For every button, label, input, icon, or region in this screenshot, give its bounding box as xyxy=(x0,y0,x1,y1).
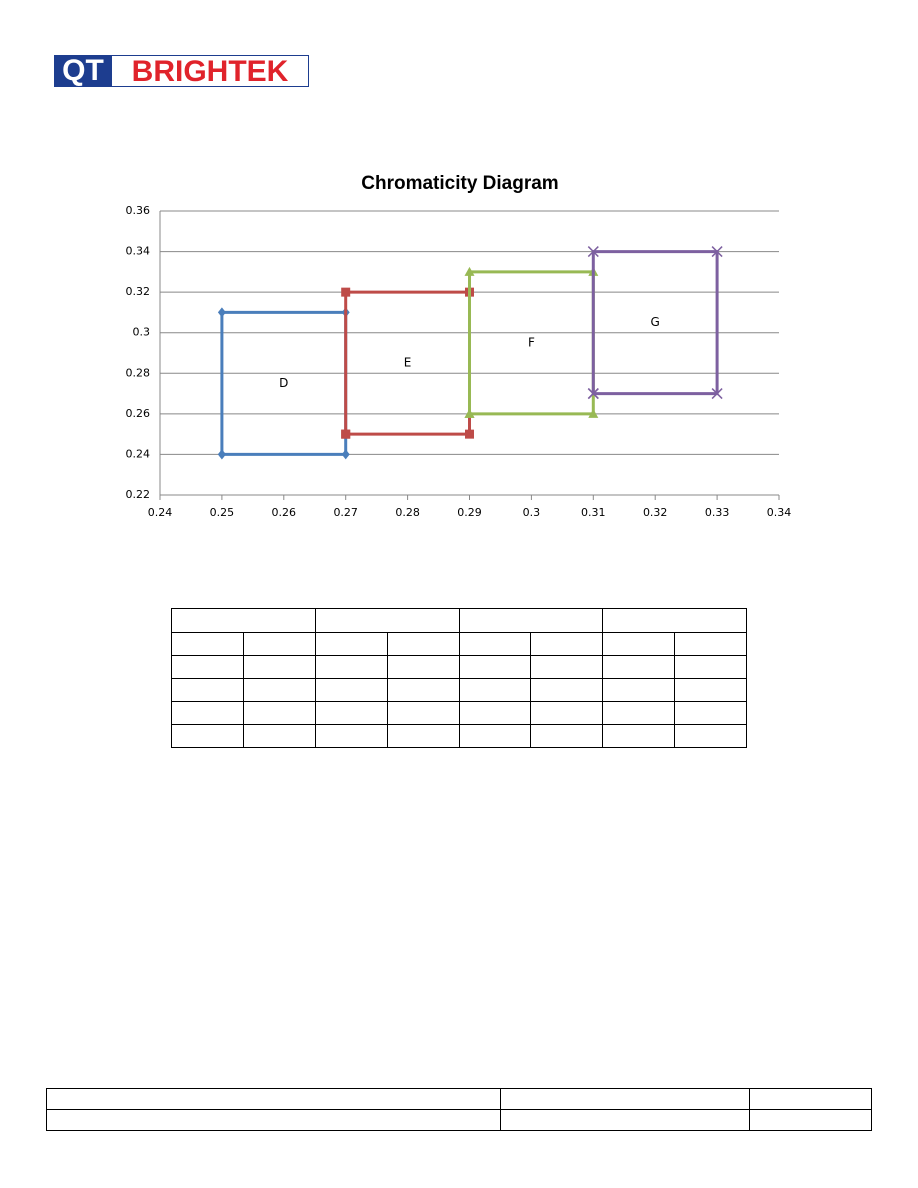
cell xyxy=(458,632,532,656)
y-tick-label: 0.22 xyxy=(126,488,151,501)
marker xyxy=(341,287,351,297)
footer-table xyxy=(46,1088,872,1131)
cell xyxy=(602,608,747,633)
x-tick-label: 0.3 xyxy=(523,506,541,519)
marker xyxy=(587,388,599,400)
y-tick-label: 0.26 xyxy=(126,407,151,420)
cell xyxy=(314,632,388,656)
cell xyxy=(530,655,604,679)
data-table xyxy=(171,608,747,748)
cell xyxy=(530,701,604,725)
marker xyxy=(217,307,226,318)
cell xyxy=(500,1088,750,1110)
marker xyxy=(711,246,723,258)
x-tick-label: 0.25 xyxy=(210,506,235,519)
cell xyxy=(602,701,676,725)
series-label: D xyxy=(279,376,288,390)
cell xyxy=(674,724,747,748)
x-tick-label: 0.26 xyxy=(272,506,297,519)
y-tick-label: 0.34 xyxy=(126,245,151,258)
x-tick-label: 0.34 xyxy=(767,506,792,519)
cell xyxy=(458,701,532,725)
marker xyxy=(464,408,475,418)
chart: Chromaticity Diagram 0.22 0.24 0.26 0.28 0.3… xyxy=(126,173,792,519)
cell xyxy=(314,655,388,679)
series-label: E xyxy=(404,356,412,370)
cell xyxy=(242,632,316,656)
logo-right: BRIGHTEK xyxy=(112,55,309,88)
cell xyxy=(242,724,316,748)
cell xyxy=(171,724,244,748)
cell xyxy=(242,678,316,702)
cell xyxy=(530,678,604,702)
marker xyxy=(341,429,351,439)
y-tick-label: 0.32 xyxy=(126,285,151,298)
x-tick-label: 0.24 xyxy=(148,506,173,519)
cell xyxy=(314,608,460,633)
cell xyxy=(386,632,460,656)
cell xyxy=(749,1109,872,1131)
cell xyxy=(500,1109,750,1131)
cell xyxy=(171,632,244,656)
cell xyxy=(458,655,532,679)
cell xyxy=(674,678,747,702)
cell xyxy=(46,1088,501,1110)
cell xyxy=(314,724,388,748)
cell xyxy=(602,724,676,748)
cell xyxy=(749,1088,872,1110)
cell xyxy=(171,701,244,725)
marker xyxy=(465,429,474,439)
marker xyxy=(341,449,350,460)
cell xyxy=(46,1109,501,1131)
marker xyxy=(588,408,599,418)
marker xyxy=(711,388,723,400)
cell xyxy=(458,678,532,702)
y-tick-label: 0.3 xyxy=(133,326,151,339)
cell xyxy=(171,608,316,633)
cell xyxy=(242,701,316,725)
x-tick-label: 0.33 xyxy=(705,506,730,519)
cell xyxy=(171,655,244,679)
cell xyxy=(386,655,460,679)
cell xyxy=(674,655,747,679)
chart-title: Chromaticity Diagram xyxy=(361,173,558,194)
marker xyxy=(217,449,226,460)
series-label: G xyxy=(651,315,660,329)
cell xyxy=(386,724,460,748)
cell xyxy=(314,678,388,702)
cell xyxy=(458,608,604,633)
cell xyxy=(386,701,460,725)
cell xyxy=(171,678,244,702)
cell xyxy=(602,655,676,679)
logo: QT BRIGHTEK xyxy=(54,55,309,88)
cell xyxy=(530,724,604,748)
x-tick-label: 0.31 xyxy=(581,506,606,519)
cell xyxy=(314,701,388,725)
x-tick-label: 0.27 xyxy=(333,506,358,519)
cell xyxy=(674,701,747,725)
x-tick-label: 0.29 xyxy=(457,506,482,519)
y-tick-label: 0.28 xyxy=(126,366,151,379)
x-tick-label: 0.28 xyxy=(395,506,420,519)
x-tick-label: 0.32 xyxy=(643,506,668,519)
cell xyxy=(602,632,676,656)
y-tick-label: 0.36 xyxy=(126,204,151,217)
marker xyxy=(587,246,599,258)
cell xyxy=(530,632,604,656)
logo-left: QT xyxy=(54,55,112,87)
cell xyxy=(458,724,532,748)
y-tick-label: 0.24 xyxy=(126,447,151,460)
cell xyxy=(242,655,316,679)
marker xyxy=(464,266,475,276)
cell xyxy=(386,678,460,702)
cell xyxy=(602,678,676,702)
series-label: F xyxy=(528,335,535,349)
cell xyxy=(674,632,747,656)
